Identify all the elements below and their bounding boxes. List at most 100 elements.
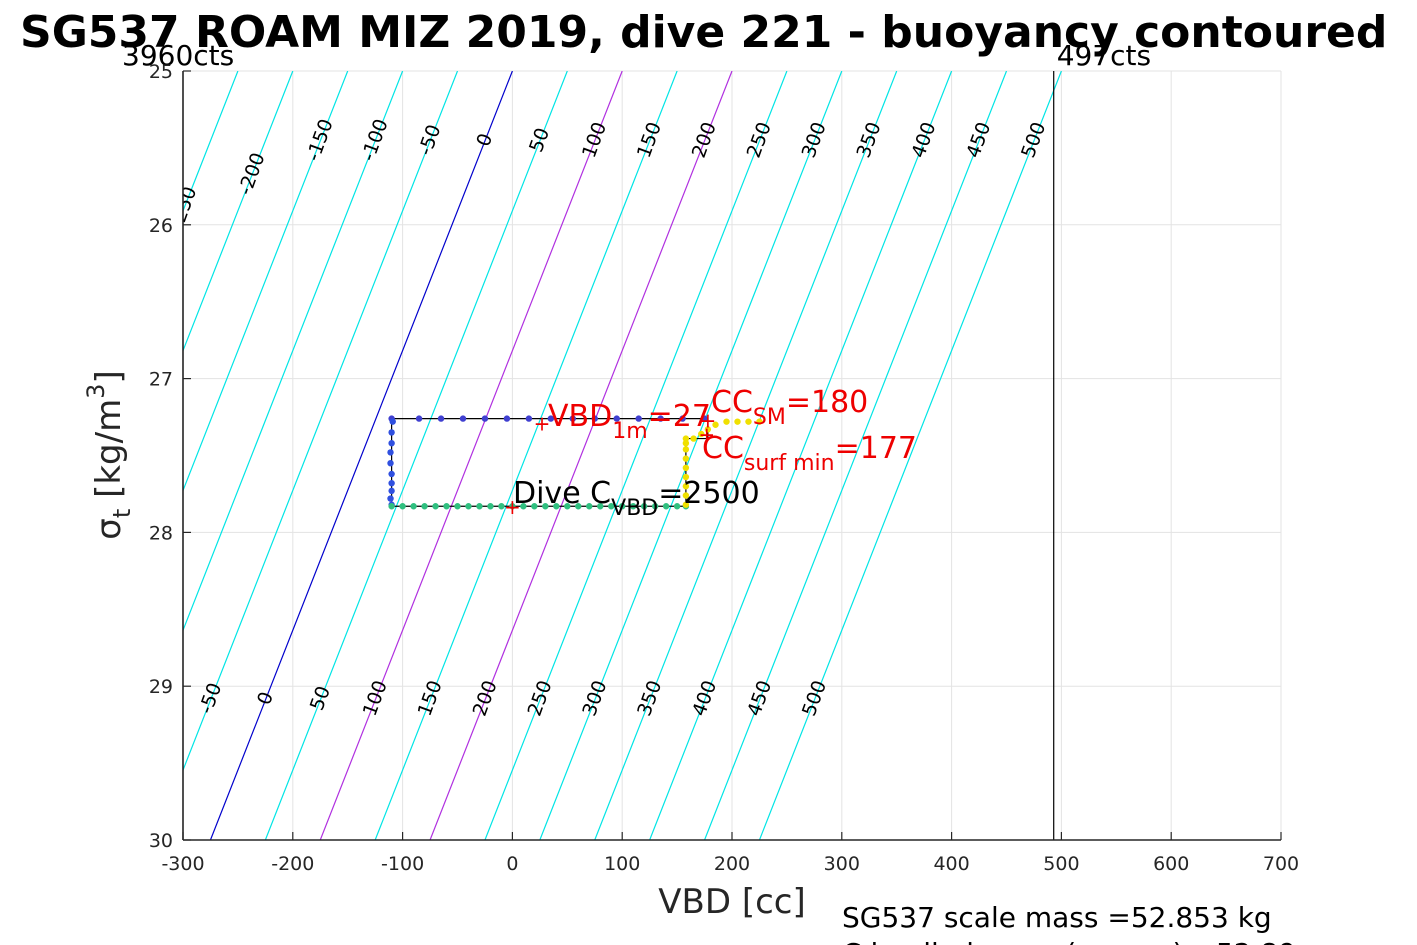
contour-label-lower: 150: [414, 678, 447, 720]
x-tick-label: -100: [381, 853, 424, 875]
contour-label-upper: 450: [962, 119, 995, 161]
marker-label-main: CC: [711, 385, 753, 420]
x-tick-label: 700: [1263, 853, 1299, 875]
contour-label-lower: 250: [524, 678, 557, 720]
marker-label-sub: 1m: [612, 419, 647, 444]
contour-line: [758, 71, 1062, 840]
contour-label-upper: 50: [525, 125, 554, 155]
contour-label-upper: -50: [414, 122, 445, 159]
series-point: [690, 435, 697, 442]
plot-axes: 3960cts 497cts-300 -200 -100 0 100 200 300 400 50…: [122, 39, 1299, 875]
contour-line: [703, 71, 1008, 840]
series-point: [682, 473, 690, 481]
series-point: [745, 418, 752, 425]
contour-line: [319, 71, 623, 840]
x-tick-label: 600: [1153, 853, 1189, 875]
contour-line: [183, 71, 459, 772]
series-point: [487, 503, 494, 510]
series-point: [509, 503, 516, 510]
x-tick-label: -300: [161, 853, 204, 875]
marker-label-sub: SM: [753, 405, 786, 430]
series-point: [389, 418, 396, 425]
contour-label-upper: 300: [798, 119, 831, 161]
contour-label-upper: 100: [578, 119, 611, 161]
series-point: [682, 446, 690, 453]
marker-label-main: VBD: [548, 399, 612, 434]
series-point: [459, 415, 467, 422]
y-axis-label-close: ]: [89, 370, 129, 383]
contour-line: [429, 71, 733, 840]
contour-label-lower: 200: [469, 678, 502, 720]
contour-line: [183, 71, 404, 632]
series-point: [597, 503, 604, 510]
series-point: [673, 503, 681, 510]
x-tick-label: -200: [271, 853, 314, 875]
contour-label-upper: -150: [302, 116, 337, 164]
contour-line: [209, 71, 513, 840]
y-tick-label: 25: [149, 61, 173, 83]
series-point: [613, 415, 620, 422]
contour-line: [183, 71, 294, 353]
x-tick-label: 100: [604, 853, 640, 875]
contour-line: [374, 71, 678, 840]
contour-label-lower: 0: [253, 689, 278, 708]
marker-label-value: =2500: [658, 476, 759, 511]
series-point: [564, 503, 571, 510]
series-point: [525, 415, 533, 422]
y-tick-label: 28: [149, 522, 173, 544]
series-point: [415, 415, 423, 422]
series-point: [723, 418, 730, 425]
footer-implied-mass: C implied mass (approx) =52.89: [842, 937, 1296, 945]
contour-label-lower: -150: [83, 674, 118, 722]
contour-label-lower: 400: [688, 678, 721, 720]
series-point: [619, 503, 626, 510]
contour-line: [484, 71, 788, 840]
series-point: [734, 418, 741, 425]
series-point: [410, 503, 417, 510]
series-point: [569, 415, 576, 422]
series-point: [388, 503, 395, 510]
series-point: [437, 415, 445, 422]
series-point: [662, 503, 670, 510]
series-point: [591, 415, 598, 422]
series-point: [542, 503, 549, 510]
contour-label-lower: -50: [195, 680, 226, 717]
series-point: [387, 495, 394, 502]
y-tick-label: 30: [149, 830, 173, 852]
marker-label: VBD1m=27: [548, 399, 711, 444]
contour-label-upper: 0: [472, 131, 497, 150]
series-point: [651, 503, 659, 510]
chart-title: SG537 ROAM MIZ 2019, dive 221 - buoyancy…: [20, 7, 1387, 58]
y-tick-label: 27: [149, 369, 173, 391]
series-point: [387, 449, 394, 456]
series-point: [679, 415, 686, 422]
series-point: [682, 501, 690, 508]
series-point: [432, 503, 439, 510]
series-point: [481, 415, 489, 422]
series-point: [421, 503, 428, 510]
y-axis-label-symbol: σ: [89, 518, 129, 540]
x-axis-label: VBD [cc]: [658, 882, 806, 922]
series-point: [531, 503, 538, 510]
marker-label-value: =180: [786, 385, 868, 420]
marker-label: CCsurf min=177: [702, 431, 917, 476]
series-point: [443, 503, 450, 510]
series-point: [682, 483, 690, 490]
x-tick-label: 0: [506, 853, 518, 875]
series-point: [635, 415, 642, 422]
y-axis-label-subscript: t: [108, 509, 136, 518]
y-axis-label-superscript: 3: [82, 384, 110, 399]
series-point: [682, 435, 690, 442]
marker-cross: +: [698, 423, 715, 447]
y-tick-label: 29: [149, 676, 173, 698]
y-axis-label: σt [kg/m3]: [82, 370, 136, 539]
marker-cross: +: [504, 495, 521, 519]
contour-label-upper: 200: [688, 119, 721, 161]
contour-label-upper: 500: [1017, 119, 1050, 161]
limit-line-label: 497cts: [1057, 39, 1151, 72]
contour-label-lower: 50: [306, 683, 335, 713]
contour-label-upper: 350: [853, 119, 886, 161]
contour-line: [183, 71, 239, 213]
series-point: [682, 492, 690, 499]
